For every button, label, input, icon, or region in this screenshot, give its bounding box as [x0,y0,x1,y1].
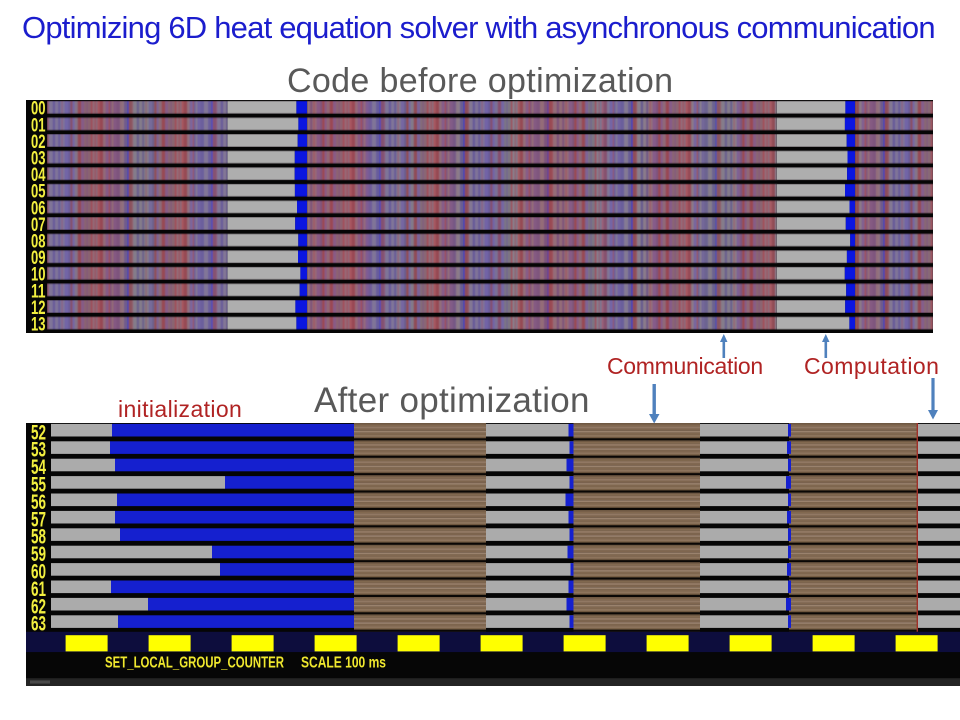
svg-text:53: 53 [31,439,46,462]
svg-text:00: 00 [31,100,46,120]
svg-text:57: 57 [31,508,46,531]
svg-text:63: 63 [31,613,46,636]
svg-text:58: 58 [31,526,46,549]
svg-text:10: 10 [31,264,46,286]
svg-text:12: 12 [31,297,46,319]
svg-text:05: 05 [31,181,46,203]
svg-text:55: 55 [31,474,46,497]
svg-text:08: 08 [31,231,46,253]
svg-text:52: 52 [31,423,46,444]
svg-text:SCALE 100 ms: SCALE 100 ms [301,654,386,671]
svg-text:09: 09 [31,247,46,269]
svg-text:60: 60 [31,561,46,584]
svg-text:56: 56 [31,491,46,514]
svg-text:59: 59 [31,543,46,566]
svg-text:13: 13 [31,314,46,334]
svg-text:11: 11 [31,280,46,302]
svg-text:04: 04 [31,164,46,186]
svg-text:01: 01 [31,114,46,136]
svg-text:62: 62 [31,595,46,618]
svg-text:07: 07 [31,214,46,236]
svg-text:02: 02 [31,131,46,153]
svg-text:SET_LOCAL_GROUP_COUNTER: SET_LOCAL_GROUP_COUNTER [105,654,284,671]
svg-text:03: 03 [31,148,46,170]
svg-text:54: 54 [31,456,46,479]
svg-text:61: 61 [31,578,46,601]
svg-text:06: 06 [31,197,46,219]
